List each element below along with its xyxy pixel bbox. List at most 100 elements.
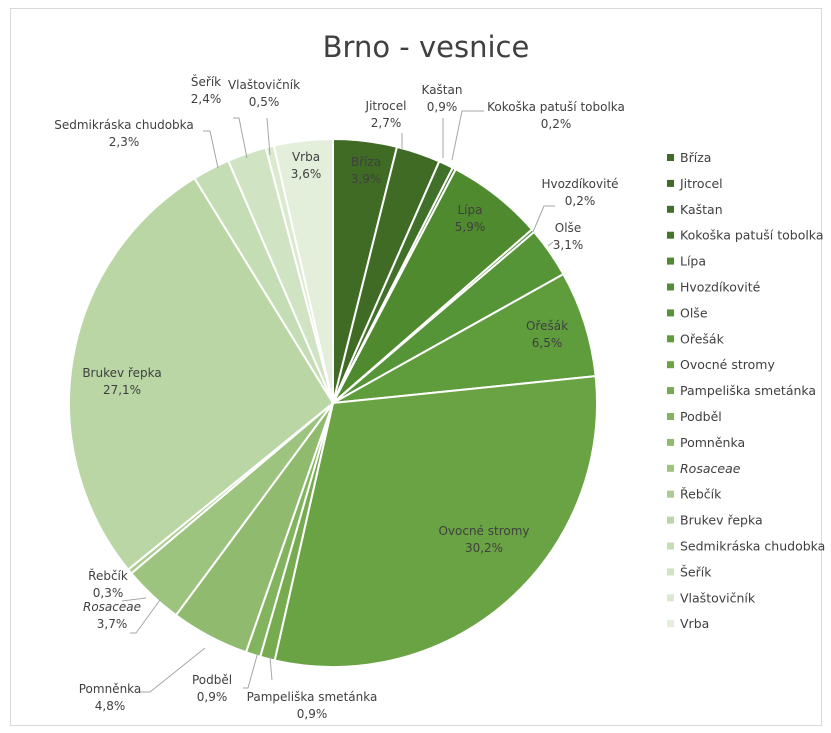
data-label-vlastovicnik: Vlaštovičník 0,5%	[228, 78, 300, 109]
data-label-value: 3,9%	[351, 172, 382, 186]
legend-swatch-hvozdikovite	[667, 283, 674, 291]
data-label-name: Hvozdíkovité	[541, 177, 618, 191]
data-label-briza: Bříza 3,9%	[351, 155, 382, 186]
legend-swatch-ovocne-stromy	[667, 361, 674, 369]
leader-line-olse	[547, 241, 554, 247]
legend-label-jitrocel: Jitrocel	[679, 176, 723, 191]
legend-swatch-sedmikraska-chudobka	[667, 542, 674, 550]
legend-label-podbel: Podběl	[680, 409, 722, 424]
legend-label-lipa: Lípa	[680, 254, 706, 269]
leader-line-pampeliska-smetanka	[269, 656, 273, 681]
data-label-value: 0,9%	[427, 100, 458, 114]
data-label-kokoska-patusi-tobolka: Kokoška patuší tobolka 0,2%	[487, 100, 625, 131]
legend-label-oresak: Ořešák	[680, 331, 725, 346]
legend-swatch-vlastovicnik	[667, 594, 674, 602]
data-label-value: 3,1%	[553, 238, 584, 252]
leader-line-vlastovicnik	[266, 117, 271, 156]
legend-swatch-lipa	[667, 257, 674, 265]
legend-swatch-kastan	[667, 205, 674, 213]
leader-line-sedmikraska-chudobka	[203, 130, 219, 169]
data-label-lipa: Lípa 5,9%	[455, 203, 486, 234]
legend-label-vlastovicnik: Vlaštovičník	[680, 590, 756, 605]
legend-swatch-podbel	[667, 413, 674, 420]
data-label-value: 0,2%	[565, 194, 596, 208]
leader-line-rosaceae	[130, 599, 161, 634]
data-label-podbel: Podběl 0,9%	[192, 673, 232, 704]
legend-label-serik: Šeřík	[680, 564, 712, 579]
data-label-name: Kokoška patuší tobolka	[487, 100, 625, 114]
data-label-value: 4,8%	[95, 699, 126, 713]
legend-label-sedmikraska-chudobka: Sedmikráska chudobka	[680, 539, 825, 554]
data-label-value: 2,4%	[191, 92, 222, 106]
data-label-value: 0,9%	[197, 690, 228, 704]
legend-label-vrba: Vrba	[680, 616, 709, 631]
pie-slice-brukev-repka	[68, 176, 335, 571]
legend-swatch-rosaceae	[667, 464, 674, 472]
data-label-kastan: Kaštan 0,9%	[422, 83, 463, 114]
legend-label-kokoska-patusi-tobolka: Kokoška patuší tobolka	[680, 228, 824, 243]
data-label-pomnenka: Pomněnka 4,8%	[79, 682, 142, 713]
data-label-jitrocel: Jitrocel 2,7%	[365, 99, 407, 130]
data-label-value: 2,7%	[371, 116, 402, 130]
legend-swatch-olse	[667, 309, 674, 317]
data-label-name: Olše	[555, 221, 581, 235]
legend: Bříza Jitrocel Kaštan Kokoška patuší tobolk…	[667, 150, 825, 631]
data-label-name: Sedmikráska chudobka	[54, 118, 194, 132]
legend-swatch-pampeliska-smetanka	[667, 387, 674, 395]
data-label-name: Pampeliška smetánka	[247, 690, 378, 704]
data-label-name: Vrba	[292, 150, 320, 164]
data-label-value: 5,9%	[455, 220, 486, 234]
legend-swatch-jitrocel	[667, 179, 674, 187]
data-label-ovocne-stromy: Ovocné stromy 30,2%	[438, 524, 529, 555]
legend-swatch-brukev-repka	[667, 516, 674, 524]
data-label-value: 0,9%	[297, 707, 328, 721]
leader-line-kokoska-patusi-tobolka	[451, 110, 484, 161]
legend-swatch-briza	[667, 154, 674, 161]
data-label-brukev-repka: Brukev řepka 27,1%	[82, 366, 161, 397]
data-label-name: Rosaceae	[83, 600, 141, 614]
pie-slice-vrba	[272, 137, 334, 404]
data-label-name: Šeřík	[191, 74, 221, 89]
leader-line-podbel	[243, 651, 259, 689]
data-label-serik: Šeřík 2,4%	[191, 74, 222, 106]
data-label-value: 2,3%	[109, 135, 140, 149]
data-label-value: 6,5%	[532, 336, 563, 350]
data-label-value: 0,3%	[93, 586, 124, 600]
data-label-name: Brukev řepka	[82, 366, 161, 380]
data-label-name: Kaštan	[422, 83, 463, 97]
legend-swatch-oresak	[667, 335, 674, 343]
data-label-name: Pomněnka	[79, 682, 142, 696]
data-label-value: 0,2%	[541, 117, 572, 131]
data-label-name: Jitrocel	[365, 99, 407, 113]
data-label-name: Ovocné stromy	[438, 524, 529, 538]
data-label-value: 27,1%	[103, 383, 141, 397]
data-label-name: Vlaštovičník	[228, 78, 300, 92]
data-label-name: Řebčík	[88, 568, 128, 583]
data-label-value: 3,6%	[291, 167, 322, 181]
data-label-sedmikraska-chudobka: Sedmikráska chudobka 2,3%	[54, 118, 194, 149]
legend-label-pampeliska-smetanka: Pampeliška smetánka	[680, 383, 816, 398]
data-label-name: Podběl	[192, 673, 232, 687]
legend-swatch-serik	[667, 568, 674, 576]
leader-line-rebcik	[121, 597, 147, 602]
data-labels: Bříza 3,9% Jitrocel 2,7% Kaštan 0,9% Kokoška p…	[54, 74, 625, 721]
data-label-vrba: Vrba 3,6%	[291, 150, 322, 181]
legend-label-rebcik: Řebčík	[680, 487, 722, 502]
data-label-pampeliska-smetanka: Pampeliška smetánka 0,9%	[247, 690, 378, 721]
legend-label-rosaceae: Rosaceae	[680, 461, 741, 476]
legend-swatch-pomnenka	[667, 438, 674, 446]
data-label-hvozdikovite: Hvozdíkovité 0,2%	[541, 177, 618, 208]
data-label-oresak: Ořešák 6,5%	[526, 319, 568, 350]
leader-line-hvozdikovite	[532, 205, 555, 233]
leader-line-serik	[233, 117, 248, 159]
data-label-olse: Olše 3,1%	[553, 221, 584, 252]
data-label-rebcik: Řebčík 0,3%	[88, 568, 128, 600]
chart-title: Brno - vesnice	[323, 30, 530, 64]
legend-swatch-kokoska-patusi-tobolka	[667, 231, 674, 239]
leader-line-pomnenka	[140, 647, 206, 693]
legend-label-brukev-repka: Brukev řepka	[680, 513, 763, 528]
pie-slices	[68, 137, 599, 668]
leader-lines	[121, 110, 555, 693]
legend-label-pomnenka: Pomněnka	[680, 435, 745, 450]
